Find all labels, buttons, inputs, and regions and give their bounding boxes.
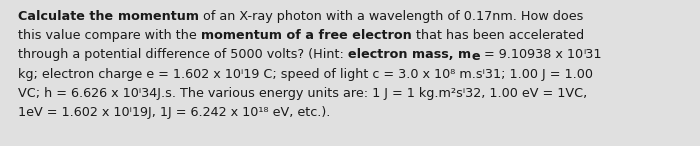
Text: kg; electron charge e = 1.602 x 10ⁱ19 C; speed of light c = 3.0 x 10⁸ m.sⁱ31; 1.: kg; electron charge e = 1.602 x 10ⁱ19 C;… [18, 68, 593, 81]
Text: e: e [471, 50, 480, 63]
Text: VC; h = 6.626 x 10ⁱ34J.s. The various energy units are: 1 J = 1 kg.m²sⁱ32, 1.00 : VC; h = 6.626 x 10ⁱ34J.s. The various en… [18, 87, 587, 100]
Text: of an X-ray photon with a wavelength of 0.17nm. How does: of an X-ray photon with a wavelength of … [199, 10, 583, 23]
Text: through a potential difference of 5000 volts? (Hint:: through a potential difference of 5000 v… [18, 48, 348, 61]
Text: electron mass, m: electron mass, m [348, 48, 471, 61]
Text: = 9.10938 x 10: = 9.10938 x 10 [480, 48, 582, 61]
Text: this value compare with the: this value compare with the [18, 29, 201, 42]
Text: Calculate the: Calculate the [18, 10, 118, 23]
Text: momentum: momentum [118, 10, 199, 23]
Text: momentum of a free electron: momentum of a free electron [201, 29, 412, 42]
Text: ⁱ31: ⁱ31 [582, 48, 601, 61]
Text: 1eV = 1.602 x 10ⁱ19J, 1J = 6.242 x 10¹⁸ eV, etc.).: 1eV = 1.602 x 10ⁱ19J, 1J = 6.242 x 10¹⁸ … [18, 106, 330, 119]
Text: that has been accelerated: that has been accelerated [412, 29, 584, 42]
